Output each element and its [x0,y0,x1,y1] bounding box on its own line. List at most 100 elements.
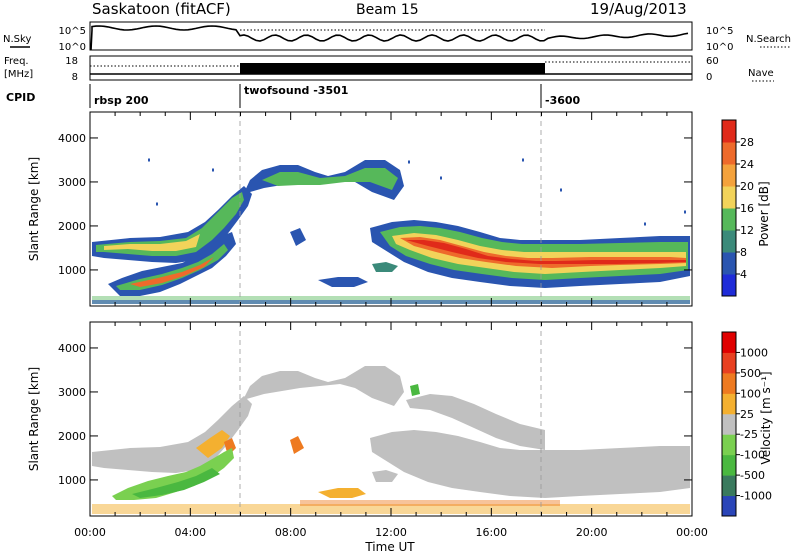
colorbar-segment [722,230,736,253]
colorbar-segment [722,120,736,143]
power-x-ticks [89,112,693,306]
colorbar-tick-label: -1000 [740,490,772,503]
velocity-morning-band-orange [196,430,230,458]
colorbar-tick-label: 500 [740,367,761,380]
colorbar-frame [721,331,737,517]
colorbar-segment [722,393,736,415]
cpid-segment-2: twofsound -3501 [244,84,348,97]
nsearch-label: N.Search [746,34,791,45]
velocity-small-patch-orange-2 [290,436,304,454]
x-tick-label: 04:00 [174,526,206,539]
power-morning-band-peak [104,234,200,251]
nsky-tick-top: 10^5 [59,26,86,37]
colorbar-segment [722,142,736,165]
colorbar-tick-label: -500 [740,469,765,482]
velocity-panel: 1000 2000 3000 4000 00:00 04:00 08:00 12:00 16:… [27,321,708,554]
nsky-label: N.Sky [3,34,31,45]
twofsound-freq-switching-band [240,63,545,74]
velocity-upper-blob [243,366,404,406]
colorbar-tick-label: -25 [740,428,758,441]
velocity-small-patch-grey [372,470,398,482]
freq-label: Freq. [4,56,29,67]
nsearch-tick-bottom: 10^0 [706,42,733,53]
power-small-patch-1 [318,277,368,287]
colorbar-segment [722,495,736,517]
x-axis-title: Time UT [364,540,415,554]
x-tick-label: 16:00 [475,526,507,539]
y-tick-label: 4000 [58,132,86,145]
beam-title: Beam 15 [356,2,419,18]
power-upper-blob-core [262,168,398,190]
y-tick-label: 1000 [58,264,86,277]
station-title: Saskatoon (fitACF) [92,0,231,18]
power-panel: 1000 2000 3000 4000 Slant Range [km] [27,111,693,307]
colorbar-tick-label: 25 [740,408,754,421]
power-evening-band-red [406,240,686,264]
date-title: 19/Aug/2013 [590,0,687,18]
velocity-near-range-noise-2 [300,500,560,506]
nsky-tick-bottom: 10^0 [59,42,86,53]
nsky-trace [90,25,689,51]
x-tick-label: 08:00 [275,526,307,539]
power-lower-arc-core [116,244,228,290]
power-scatter-speckle [148,158,686,226]
power-small-patch-3 [290,228,306,246]
cpid-segment-1: rbsp 200 [94,94,149,107]
velocity-small-patch-orange [318,488,366,498]
nave-label: Nave [748,68,774,79]
freq-tick-bottom: 8 [72,72,78,83]
y-tick-label: 1000 [58,474,86,487]
colorbar-segment [722,372,736,394]
colorbar-tick-label: 4 [740,268,747,281]
power-morning-band-core [96,192,244,256]
power-y-axis: 1000 2000 3000 4000 [58,132,692,277]
colorbar-segment [722,186,736,209]
cpid-segment-3: -3600 [545,94,581,107]
colorbar-segment [722,454,736,476]
colorbar-segment [722,164,736,187]
velocity-evening-band-upper [406,394,545,450]
colorbar-segment [722,352,736,374]
velocity-y-axis: 1000 2000 3000 4000 [58,342,692,487]
nave-trace [90,61,692,67]
x-tick-label: 00:00 [676,526,708,539]
power-colorbar: 4 8 12 16 20 24 28 [721,119,754,297]
power-colorbar-title: Power [dB] [757,181,771,246]
freq-unit-label: [MHz] [4,69,33,80]
freq-tick-top: 18 [65,56,78,67]
colorbar-tick-label: 8 [740,246,747,259]
velocity-green-patch [410,384,420,396]
colorbar-segment [722,252,736,275]
colorbar-tick-label: 16 [740,202,754,215]
velocity-evening-band [370,430,690,498]
y-tick-label: 3000 [58,176,86,189]
y-tick-label: 3000 [58,386,86,399]
colorbar-segment [722,475,736,497]
nave-tick-top: 60 [706,56,719,67]
colorbar-segment [722,274,736,297]
y-tick-label: 4000 [58,342,86,355]
x-tick-label: 20:00 [576,526,608,539]
power-small-patch-2 [372,262,398,272]
colorbar-tick-label: -100 [740,449,765,462]
velocity-colorbar: 1000 500 100 25 -25 -100 -500 -1000 [721,331,772,517]
velocity-lower-arc [112,448,234,500]
velocity-colorbar-title: Velocity [m s⁻¹] [759,371,773,464]
nave-tick-bottom: 0 [706,72,712,83]
colorbar-tick-label: 100 [740,387,761,400]
colorbar-segment [722,208,736,231]
nsearch-tick-top: 10^5 [706,26,733,37]
colorbar-segment [722,413,736,435]
colorbar-tick-label: 20 [740,180,754,193]
velocity-x-axis: 00:00 04:00 08:00 12:00 16:00 20:00 00:00 [74,322,708,539]
y-tick-label: 2000 [58,430,86,443]
power-lower-arc-peak [130,257,214,287]
colorbar-tick-label: 12 [740,224,754,237]
freq-panel [89,55,693,81]
colorbar-segment [722,332,736,353]
velocity-y-axis-title: Slant Range [km] [27,367,41,471]
x-tick-label: 12:00 [375,526,407,539]
y-tick-label: 2000 [58,220,86,233]
nsky-panel [89,21,693,51]
colorbar-tick-label: 28 [740,136,754,149]
